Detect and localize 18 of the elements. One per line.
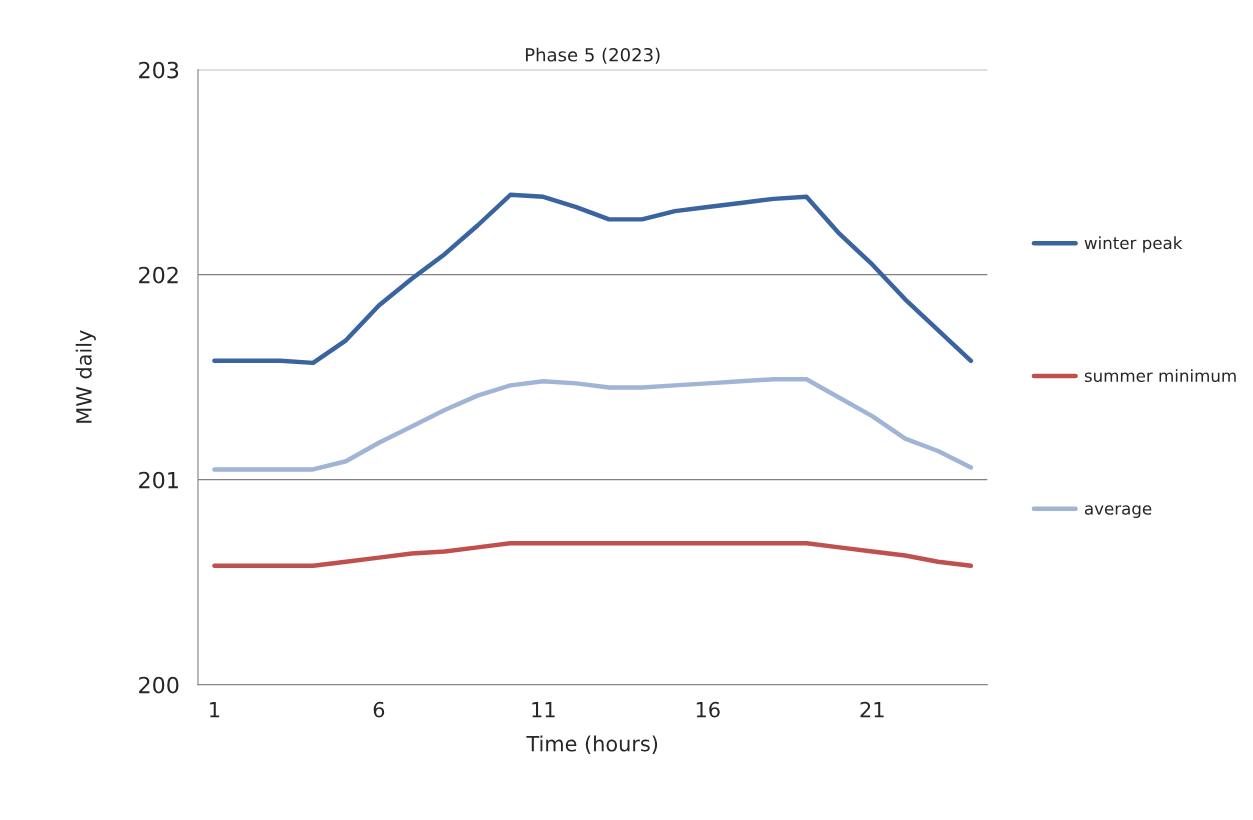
y-tick-label: 202 [139,266,178,284]
line-series [212,377,974,472]
x-tick-label: 6 [373,701,385,718]
legend-label: summer minimum [1084,369,1236,383]
x-tick-label: 16 [696,701,720,718]
x-tick-label: 11 [532,702,555,718]
legend-label: average [1084,505,1152,519]
chart-title: Phase 5 (2023) [525,47,660,64]
line-series [212,541,974,569]
y-tick-label: 203 [139,61,179,79]
y-tick-label: 200 [139,676,179,694]
legend-label: winter peak [1084,236,1183,253]
y-axis-title: MW daily [75,330,96,423]
y-tick-label: 201 [139,471,178,489]
x-axis-title: Time (hours) [526,735,658,754]
x-tick-label: 21 [860,701,884,718]
x-tick-label: 1 [210,702,220,718]
line-series [212,192,974,366]
